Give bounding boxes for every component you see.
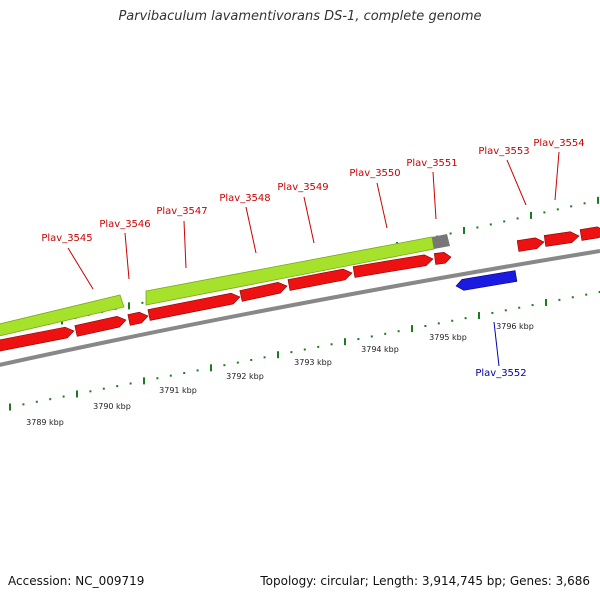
scale-label: 3790 kbp xyxy=(93,402,131,411)
gene-label: Plav_3547 xyxy=(156,206,207,217)
gene-label: Plav_3554 xyxy=(533,138,584,149)
callout-line xyxy=(554,151,560,201)
gene-label: Plav_3548 xyxy=(219,193,270,204)
gene-arrow xyxy=(433,252,452,265)
gene-label: Plav_3550 xyxy=(349,168,400,179)
operon-bar xyxy=(0,294,125,337)
gene-label: Plav_3546 xyxy=(99,219,150,230)
gene-arrows xyxy=(0,226,600,352)
gene-arrow xyxy=(74,316,127,337)
gene-label: Plav_3551 xyxy=(406,158,457,169)
callout-line xyxy=(303,196,315,244)
gene-arrow xyxy=(516,237,545,252)
scale-label: 3793 kbp xyxy=(294,358,332,367)
scale-label: 3789 kbp xyxy=(26,418,64,427)
gene-arrow xyxy=(287,268,353,291)
gene-arrow xyxy=(127,311,149,326)
gene-label: Plav_3552 xyxy=(475,368,526,379)
scale-label: 3795 kbp xyxy=(429,333,467,342)
gene-arrow xyxy=(352,254,434,278)
lower-tick-track xyxy=(9,291,600,411)
gene-arrow xyxy=(239,282,288,302)
scale-label: 3796 kbp xyxy=(496,322,534,331)
gene-label: Plav_3549 xyxy=(277,182,328,193)
gene-arrow xyxy=(0,326,75,352)
genome-backbone xyxy=(0,249,600,367)
gene-arrow-reverse xyxy=(455,270,518,291)
scale-label: 3792 kbp xyxy=(226,372,264,381)
gene-label: Plav_3553 xyxy=(478,146,529,157)
scale-labels: 3789 kbp 3790 kbp 3791 kbp 3792 kbp 3793 kbp… xyxy=(26,322,534,427)
scale-label: 3794 kbp xyxy=(361,345,399,354)
callout-line xyxy=(183,220,187,269)
callout-line xyxy=(124,232,130,280)
scale-label: 3791 kbp xyxy=(159,386,197,395)
gene-callouts: Plav_3545 Plav_3546 Plav_3547 Plav_3548 Plav… xyxy=(41,138,584,379)
callout-line xyxy=(67,247,94,290)
callout-line xyxy=(506,159,527,206)
callout-line xyxy=(432,171,437,220)
callout-line xyxy=(245,206,257,254)
genome-title: Parvibaculum lavamentivorans DS-1, compl… xyxy=(118,9,482,24)
operon-bars xyxy=(0,234,450,337)
topology-stats-text: Topology: circular; Length: 3,914,745 bp… xyxy=(260,574,590,588)
callout-line xyxy=(493,321,500,367)
gene-arrow xyxy=(579,226,600,241)
accession-text: Accession: NC_009719 xyxy=(8,574,145,588)
operon-end-cap xyxy=(432,234,450,249)
gene-arrow xyxy=(543,231,580,247)
gene-label: Plav_3545 xyxy=(41,233,92,244)
backbone-line xyxy=(0,249,600,367)
callout-line xyxy=(376,182,388,229)
gene-arrow xyxy=(147,292,241,321)
